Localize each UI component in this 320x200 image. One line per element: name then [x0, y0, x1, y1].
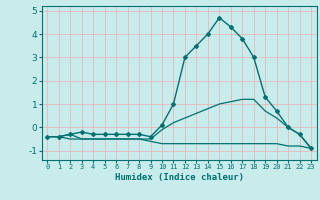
- X-axis label: Humidex (Indice chaleur): Humidex (Indice chaleur): [115, 173, 244, 182]
